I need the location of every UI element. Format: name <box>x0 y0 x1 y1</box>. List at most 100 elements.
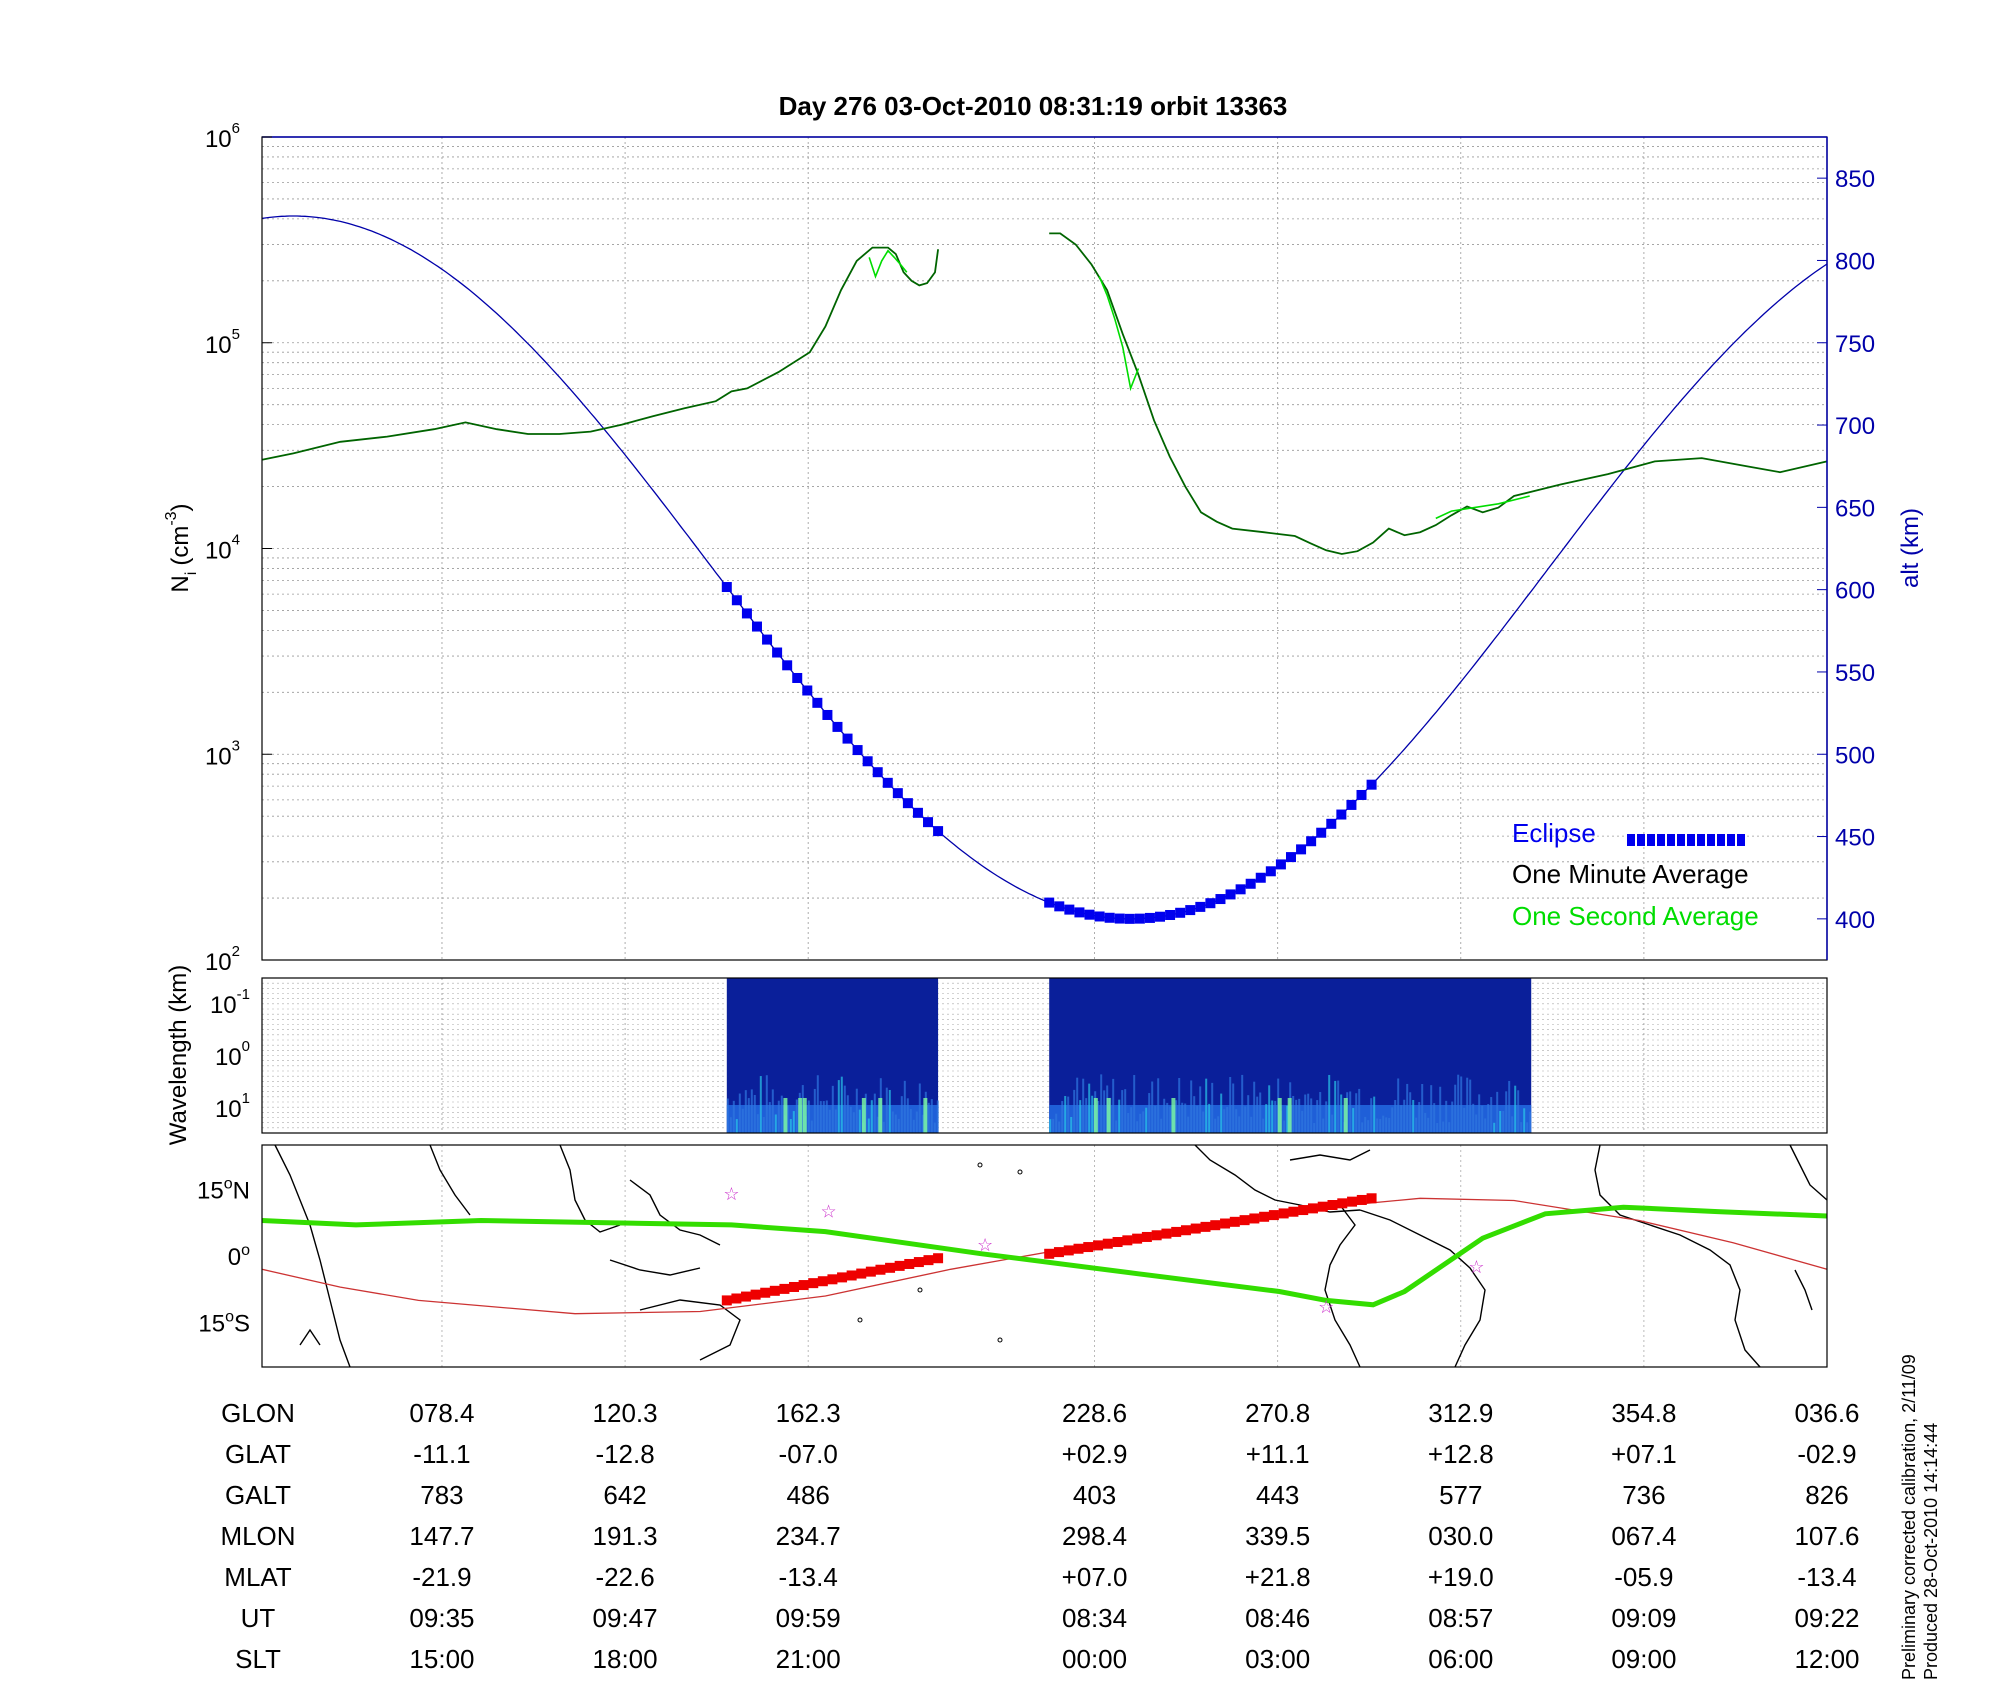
spectrogram-stripe <box>819 1101 822 1133</box>
spectrogram-stripe <box>807 1100 810 1133</box>
spectrogram-stripe <box>1139 1113 1142 1133</box>
eclipse-map-marker <box>1220 1218 1231 1229</box>
spectrogram-stripe <box>1286 1105 1289 1133</box>
spectrogram-stripe <box>732 1100 735 1133</box>
eclipse-marker <box>842 733 853 744</box>
spectrogram-stripe <box>1205 1078 1208 1133</box>
spectrogram-stripe <box>903 1080 906 1133</box>
eclipse-marker <box>1235 884 1246 895</box>
tick-base: 10 <box>210 992 237 1019</box>
eclipse-map-marker <box>1151 1230 1162 1241</box>
spectrogram-stripe <box>738 1093 741 1133</box>
table-cell: 147.7 <box>409 1521 474 1551</box>
spectrogram-stripe <box>912 1119 915 1133</box>
table-cell: 354.8 <box>1611 1398 1676 1428</box>
latitude-tick-label: 15oN <box>197 1175 250 1204</box>
spectrogram-stripe <box>1361 1122 1364 1133</box>
legend-eclipse-marker <box>1637 834 1645 846</box>
spectrogram-stripe <box>1349 1091 1352 1133</box>
spectrogram-stripe <box>1157 1078 1160 1133</box>
eclipse-marker <box>1044 897 1055 908</box>
footer-produced: Produced 28-Oct-2010 14:14:44 <box>1921 1423 1941 1680</box>
spectrogram-stripe <box>936 1100 939 1133</box>
eclipse-marker <box>812 697 823 708</box>
orbit-table: GLON 078.4 120.3 162.3 228.6 270.8 312.9 354.8 0… <box>220 1398 1859 1674</box>
spectrogram-peak <box>798 1098 803 1133</box>
spectrogram-stripe <box>834 1109 837 1133</box>
density-grid <box>262 137 1828 960</box>
row-label: GLAT <box>225 1439 291 1469</box>
spectrogram-stripe <box>1070 1116 1073 1133</box>
coastline <box>609 1259 701 1276</box>
spectrogram-stripe <box>918 1083 921 1133</box>
spectrogram-peak <box>1287 1098 1292 1133</box>
table-cell: -21.9 <box>412 1562 471 1592</box>
eclipse-marker <box>1134 913 1145 924</box>
island <box>917 1287 923 1293</box>
spectrogram-stripe <box>1436 1122 1439 1133</box>
lat-value: 15 <box>198 1311 225 1338</box>
spectrogram-stripe <box>1241 1074 1244 1133</box>
eclipse-marker <box>1054 901 1065 912</box>
chart-title: Day 276 03-Oct-2010 08:31:19 orbit 13363 <box>779 91 1288 121</box>
table-cell: 03:00 <box>1245 1644 1310 1674</box>
row-label: GALT <box>225 1480 291 1510</box>
coastline <box>1289 1149 1371 1161</box>
eclipse-map-marker <box>856 1268 867 1279</box>
legend-eclipse-marker <box>1667 834 1675 846</box>
spectrogram-stripe <box>876 1116 879 1133</box>
spectrogram-stripe <box>840 1076 843 1133</box>
eclipse-marker <box>1195 901 1206 912</box>
spectrogram-stripe <box>885 1087 888 1133</box>
coastline <box>639 1299 741 1361</box>
table-cell: 00:00 <box>1062 1644 1127 1674</box>
spectrogram-stripe <box>1457 1074 1460 1133</box>
spectrogram-stripe <box>1337 1080 1340 1133</box>
legend-eclipse-marker <box>1627 834 1635 846</box>
spectrogram-stripe <box>1340 1094 1343 1133</box>
legend-eclipse-marker <box>1677 834 1685 846</box>
table-cell: 06:00 <box>1428 1644 1493 1674</box>
table-cell: +02.9 <box>1062 1439 1128 1469</box>
eclipse-marker <box>762 634 773 645</box>
altitude-tick-label: 650 <box>1835 495 1875 522</box>
spectrogram-stripe <box>777 1100 780 1133</box>
spectrogram-stripe <box>792 1111 795 1133</box>
spectrogram-stripe <box>1067 1096 1070 1133</box>
spectrogram-stripe <box>1298 1098 1301 1133</box>
spectrogram-stripe <box>1052 1118 1055 1133</box>
spectrogram-stripe <box>1235 1109 1238 1133</box>
wavelength-grid <box>262 978 1828 1133</box>
spectrogram-stripe <box>1097 1100 1100 1133</box>
spectrogram-stripe <box>1151 1081 1154 1133</box>
spectrogram-stripe <box>1382 1115 1385 1133</box>
spectrogram-stripe <box>1238 1116 1241 1133</box>
one-second-line <box>1435 495 1530 520</box>
table-cell: -13.4 <box>1797 1562 1856 1592</box>
spectrogram-stripe <box>1460 1076 1463 1133</box>
spectrogram-stripe <box>1334 1080 1337 1133</box>
spectrogram-peak <box>1093 1098 1098 1133</box>
spectrogram-stripe <box>747 1098 750 1133</box>
spectrogram-stripe <box>1511 1116 1514 1133</box>
table-cell: 339.5 <box>1245 1521 1310 1551</box>
eclipse-map-marker <box>1259 1211 1270 1222</box>
altitude-tick-label: 450 <box>1835 825 1875 852</box>
spectrogram-stripe <box>1193 1096 1196 1133</box>
tick-exp: 2 <box>232 943 240 960</box>
altitude-tick-label: 600 <box>1835 578 1875 605</box>
island <box>977 1162 983 1168</box>
table-cell: +19.0 <box>1428 1562 1494 1592</box>
tick-base: 10 <box>215 1096 242 1123</box>
eclipse-marker <box>912 807 923 818</box>
spectrogram-stripe <box>882 1121 885 1133</box>
table-cell: +21.8 <box>1245 1562 1311 1592</box>
table-cell: 270.8 <box>1245 1398 1310 1428</box>
spectrogram-stripe <box>888 1089 891 1133</box>
table-cell: -22.6 <box>595 1562 654 1592</box>
eclipse-map-marker <box>769 1285 780 1296</box>
spectrogram-peak <box>783 1098 788 1133</box>
spectrogram-stripe <box>1301 1110 1304 1133</box>
spectrogram-stripe <box>1130 1107 1133 1133</box>
